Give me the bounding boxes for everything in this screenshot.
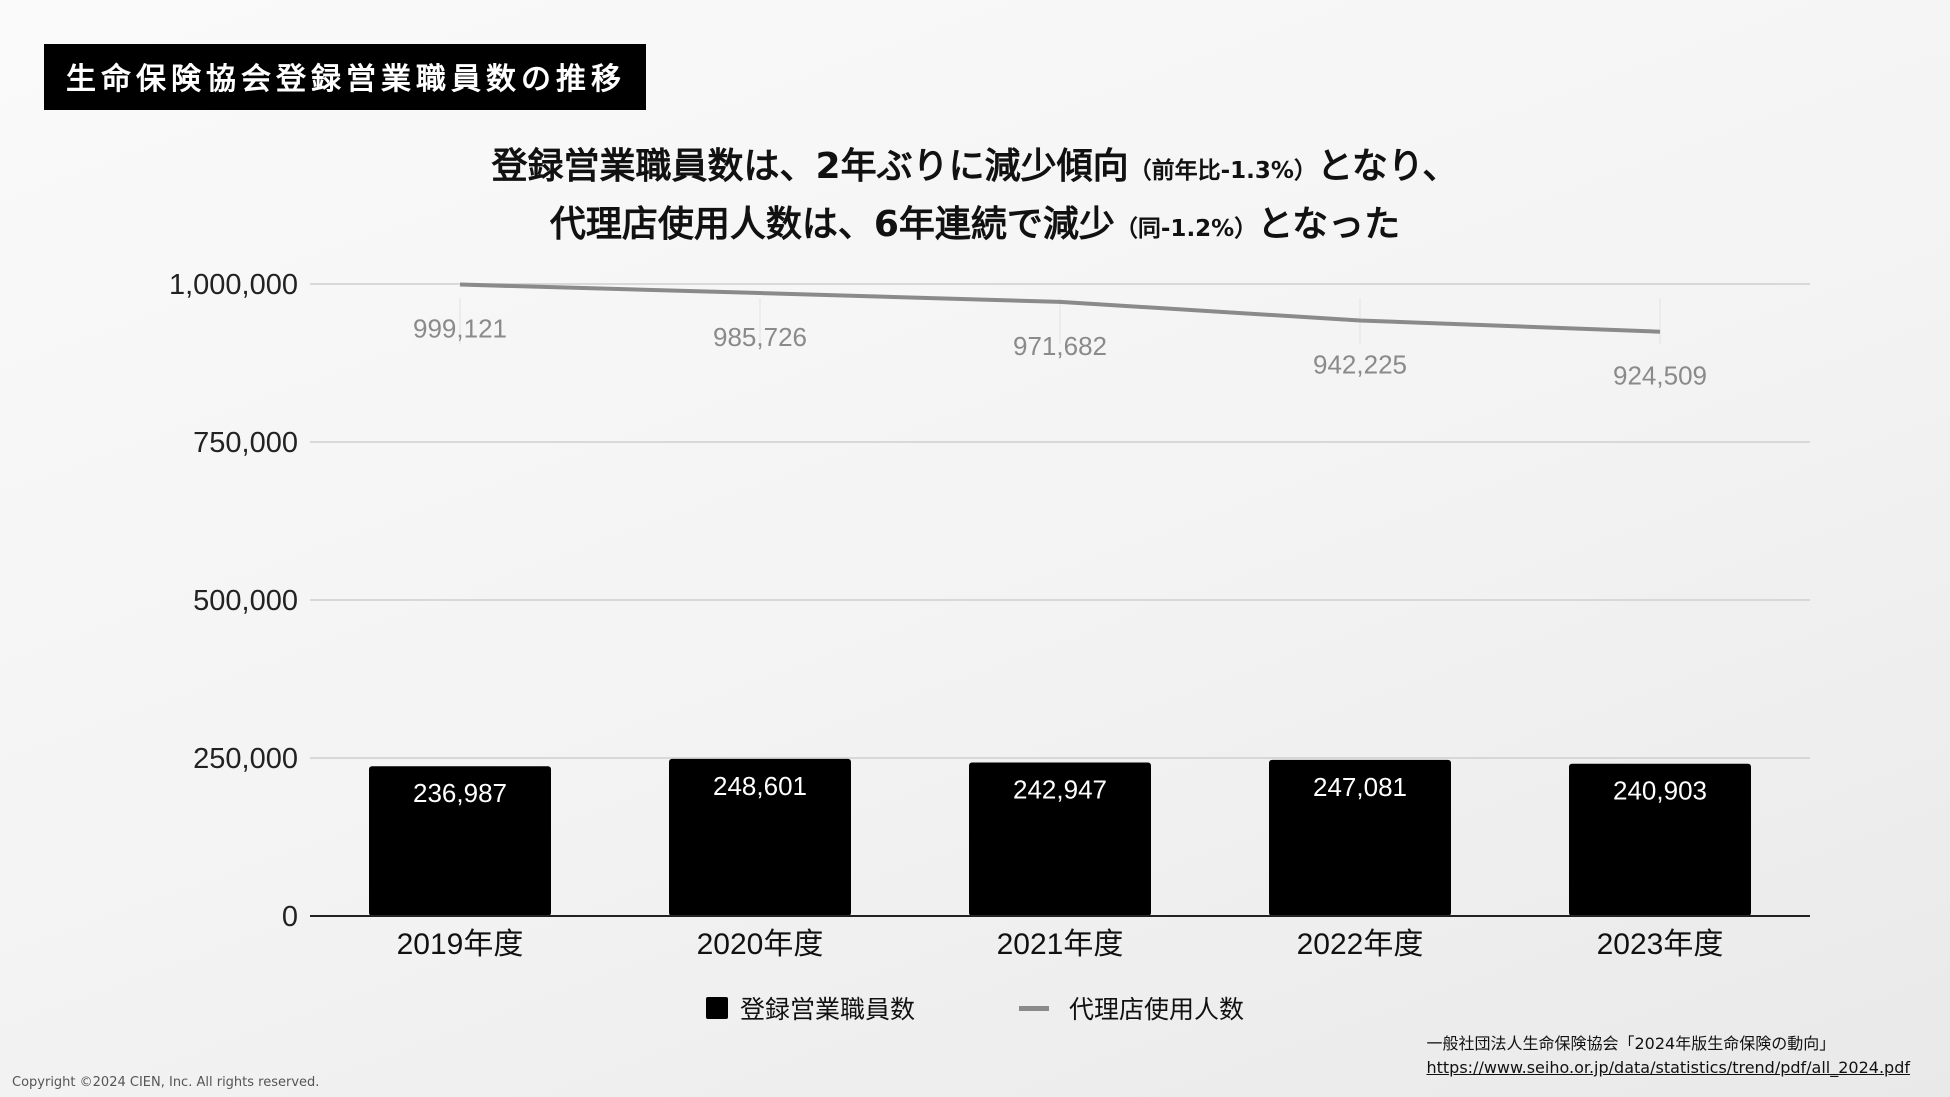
bar [369,766,551,916]
y-tick-label: 0 [282,901,298,933]
x-tick-label: 2022年度 [1297,928,1424,961]
legend-line-swatch [1019,1005,1049,1011]
bar-data-label: 248,601 [713,771,807,801]
line-series [459,282,1661,334]
headline-line-1-tail: となり、 [1316,146,1459,187]
legend-bar-swatch [705,997,728,1019]
source-url-link[interactable]: https://www.seiho.or.jp/data/statistics/… [1426,1058,1910,1077]
bar [969,762,1151,916]
copyright-notice: Copyright ©2024 CIEN, Inc. All rights re… [12,1075,320,1090]
headline-line-1-note: （前年比-1.3%） [1128,158,1317,184]
headline-line-2-main: 代理店使用人数は、6年連続で減少 [549,204,1115,245]
line-data-label: 971,682 [1013,331,1107,361]
bar [1569,763,1751,916]
chart-legend: 登録営業職員数 代理店使用人数 [0,990,1950,1026]
slide-title-tag: 生命保険協会登録営業職員数の推移 [44,44,646,110]
source-text: 一般社団法人生命保険協会「2024年版生命保険の動向」 [1426,1034,1836,1053]
legend-item-bar: 登録営業職員数 [705,990,915,1026]
bar-data-label: 240,903 [1613,776,1707,806]
line-data-label: 999,121 [413,314,507,344]
line-data-label: 942,225 [1313,350,1407,380]
bar [1269,759,1451,916]
legend-line-label: 代理店使用人数 [1069,995,1245,1024]
bar-data-label: 242,947 [1013,774,1107,804]
y-tick-label: 1,000,000 [169,269,298,301]
bar-data-label: 236,987 [413,778,507,808]
y-tick-label: 250,000 [193,743,298,775]
line-data-label: 985,726 [713,322,807,352]
x-tick-label: 2021年度 [997,928,1124,961]
headline-line-1-main: 登録営業職員数は、2年ぶりに減少傾向 [491,146,1129,187]
bar [669,758,851,916]
bar-data-label: 247,081 [1313,772,1407,802]
y-tick-label: 500,000 [193,585,298,617]
y-tick-label: 750,000 [193,427,298,459]
source-citation: 一般社団法人生命保険協会「2024年版生命保険の動向」 https://www.… [1426,1032,1910,1080]
x-tick-label: 2020年度 [697,928,824,961]
headline: 登録営業職員数は、2年ぶりに減少傾向（前年比-1.3%）となり、 代理店使用人数… [0,140,1950,256]
headline-line-2-tail: となった [1257,204,1401,245]
x-tick-label: 2023年度 [1597,928,1724,961]
headline-line-1: 登録営業職員数は、2年ぶりに減少傾向（前年比-1.3%）となり、 [0,140,1950,198]
headline-line-2: 代理店使用人数は、6年連続で減少（同-1.2%）となった [0,198,1950,256]
x-tick-label: 2019年度 [397,928,524,961]
legend-bar-label: 登録営業職員数 [739,995,915,1024]
line-data-label: 924,509 [1613,361,1707,391]
headline-line-2-note: （同-1.2%） [1114,216,1258,242]
legend-item-line: 代理店使用人数 [979,990,1244,1026]
